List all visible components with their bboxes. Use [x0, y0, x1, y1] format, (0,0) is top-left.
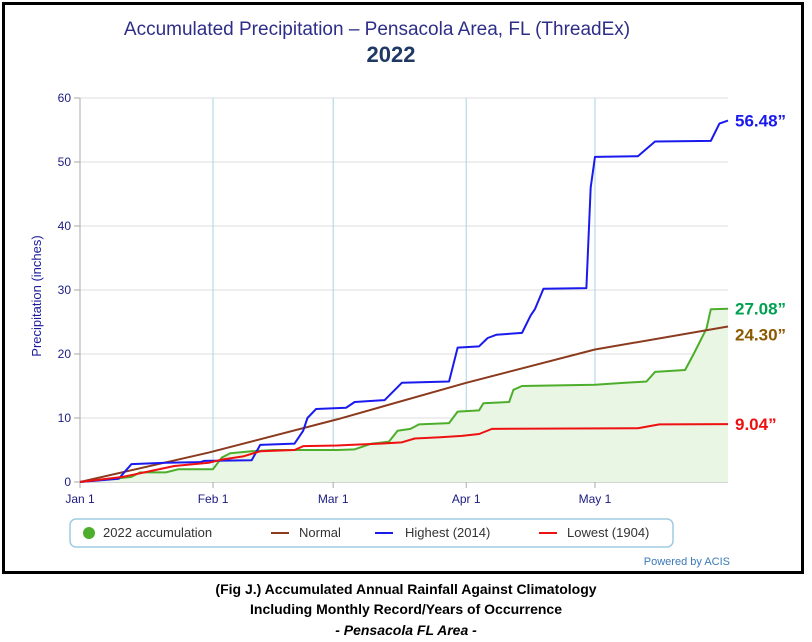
end-value-label-lowest-1904: 9.04”	[735, 415, 777, 434]
end-value-label-2022-accumulation: 27.08”	[735, 300, 786, 319]
y-tick-label: 30	[58, 283, 72, 297]
series-line-lowest-1904	[79, 423, 729, 483]
precipitation-chart: Accumulated Precipitation – Pensacola Ar…	[29, 19, 786, 568]
y-tick-label: 40	[58, 219, 72, 233]
legend-2022-label: 2022 accumulation	[103, 525, 212, 540]
y-tick-label: 0	[64, 475, 71, 489]
series-line-normal	[79, 325, 729, 483]
series-area-2022-accumulation	[80, 308, 728, 482]
series-line-2022-accumulation	[79, 307, 729, 483]
y-axis-label: Precipitation (inches)	[29, 235, 44, 356]
y-tick-label: 60	[58, 91, 72, 105]
y-tick-label: 10	[58, 411, 72, 425]
figure-caption-line-2: Including Monthly Record/Years of Occurr…	[250, 601, 562, 617]
chart-subtitle: 2022	[367, 42, 416, 67]
figure-caption-line-1: (Fig J.) Accumulated Annual Rainfall Aga…	[215, 581, 597, 597]
x-tick-label: Apr 1	[452, 492, 481, 506]
legend-box	[69, 518, 674, 548]
x-tick-label: Feb 1	[198, 492, 229, 506]
legend-normal-label: Normal	[299, 525, 341, 540]
end-value-label-highest-2014: 56.48”	[735, 112, 786, 131]
chart-title: Accumulated Precipitation – Pensacola Ar…	[124, 19, 630, 40]
y-tick-label: 50	[58, 155, 72, 169]
legend: 2022 accumulation Normal Highest (2014) …	[69, 518, 674, 548]
figure-caption-line-3: - Pensacola FL Area -	[335, 622, 477, 638]
legend-2022-marker	[83, 527, 95, 539]
legend-highest-label: Highest (2014)	[405, 525, 490, 540]
x-tick-label: Jan 1	[65, 492, 95, 506]
x-tick-label: Mar 1	[318, 492, 349, 506]
credit-text: Powered by ACIS	[644, 556, 730, 568]
x-tick-label: May 1	[579, 492, 612, 506]
end-value-label-normal: 24.30”	[735, 325, 786, 344]
y-tick-label: 20	[58, 347, 72, 361]
legend-lowest-label: Lowest (1904)	[567, 525, 649, 540]
chart-frame: Accumulated Precipitation – Pensacola Ar…	[2, 2, 804, 574]
